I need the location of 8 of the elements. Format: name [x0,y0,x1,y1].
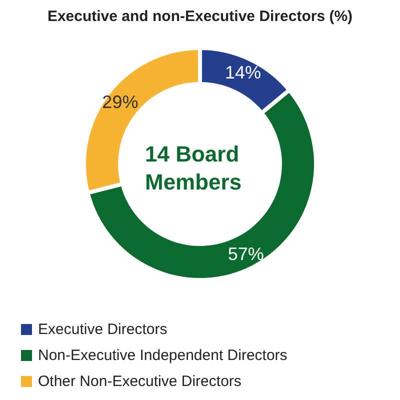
text: 14 Board Members [145,142,246,194]
legend-label: Executive Directors [38,321,168,338]
legend-label: Non-Executive Independent Directors [38,347,288,364]
data-label: 29% [102,92,138,112]
chart-title: Executive and non-Executive Directors (%) [47,8,353,25]
data-label: 57% [228,244,264,264]
legend-label: Other Non-Executive Directors [38,373,242,390]
data-label: 14% [224,62,262,83]
